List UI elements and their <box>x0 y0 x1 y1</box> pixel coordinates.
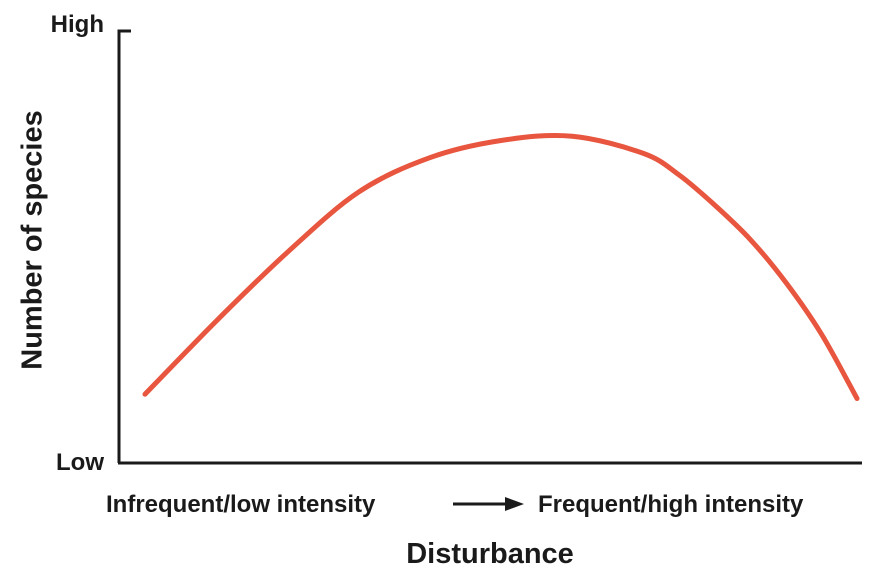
y-axis-line <box>117 29 131 463</box>
y-tick-low: Low <box>56 449 104 476</box>
x-range-end-label: Frequent/high intensity <box>538 491 804 518</box>
series-layer <box>142 132 860 401</box>
arrow-right-icon <box>453 497 524 511</box>
y-tick-high: High <box>51 11 104 38</box>
series-line-0 <box>142 132 860 401</box>
y-axis-label: Number of species <box>17 110 49 369</box>
x-range-start-label: Infrequent/low intensity <box>106 491 376 518</box>
x-axis-label: Disturbance <box>406 538 574 570</box>
